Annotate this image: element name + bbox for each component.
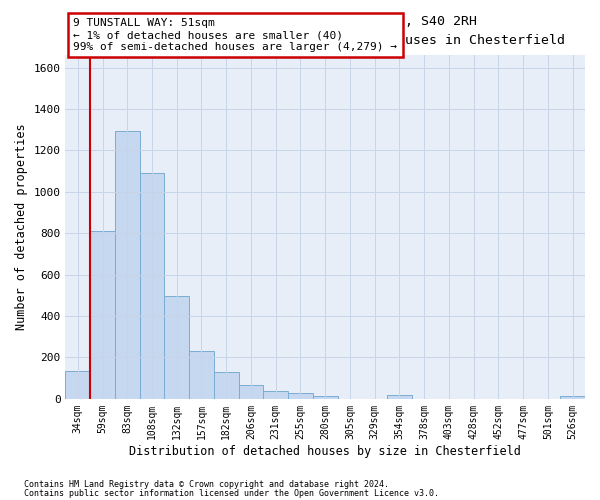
Text: 9 TUNSTALL WAY: 51sqm
← 1% of detached houses are smaller (40)
99% of semi-detac: 9 TUNSTALL WAY: 51sqm ← 1% of detached h… <box>73 18 397 52</box>
Bar <box>387 395 412 399</box>
Bar <box>214 372 239 399</box>
Bar <box>288 393 313 399</box>
Bar <box>90 231 115 399</box>
X-axis label: Distribution of detached houses by size in Chesterfield: Distribution of detached houses by size … <box>129 444 521 458</box>
Bar <box>239 386 263 399</box>
Bar <box>189 351 214 399</box>
Bar <box>164 296 189 399</box>
Bar <box>313 396 338 399</box>
Text: Contains public sector information licensed under the Open Government Licence v3: Contains public sector information licen… <box>24 488 439 498</box>
Y-axis label: Number of detached properties: Number of detached properties <box>15 124 28 330</box>
Bar <box>65 371 90 399</box>
Bar <box>560 396 585 399</box>
Bar <box>115 130 140 399</box>
Bar <box>263 390 288 399</box>
Text: Contains HM Land Registry data © Crown copyright and database right 2024.: Contains HM Land Registry data © Crown c… <box>24 480 389 489</box>
Bar <box>140 173 164 399</box>
Title: 9, TUNSTALL WAY, CHESTERFIELD, S40 2RH
Size of property relative to detached hou: 9, TUNSTALL WAY, CHESTERFIELD, S40 2RH S… <box>85 15 565 47</box>
